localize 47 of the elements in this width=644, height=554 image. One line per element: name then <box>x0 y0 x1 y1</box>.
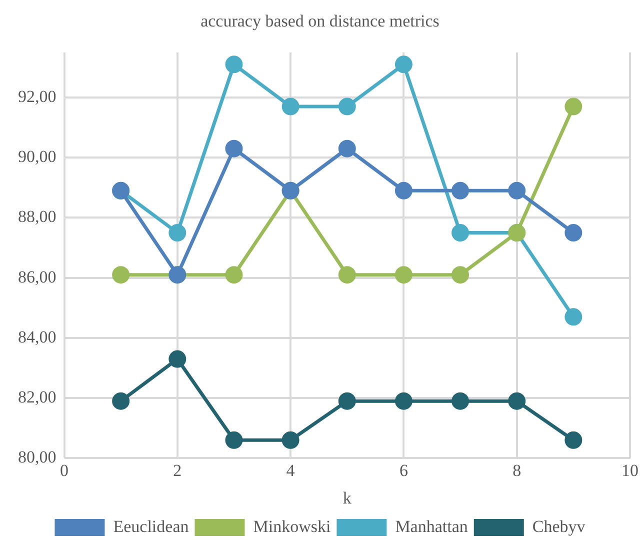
point <box>394 266 412 284</box>
y-tick-label: 86,00 <box>18 267 56 286</box>
x-tick-label: 0 <box>60 460 68 480</box>
point <box>112 266 130 284</box>
y-tick-label: 88,00 <box>18 207 56 226</box>
legend-label: Minkowski <box>253 516 331 536</box>
point <box>508 392 526 410</box>
x-tick-label: 6 <box>399 460 408 480</box>
point <box>338 392 356 410</box>
point <box>338 98 356 116</box>
chart-title: accuracy based on distance metrics <box>200 12 440 31</box>
point <box>508 182 526 200</box>
point <box>394 182 412 200</box>
y-tick-label: 92,00 <box>18 86 56 106</box>
y-tick-label: 90,00 <box>18 147 56 166</box>
x-tick-label: 10 <box>622 460 638 480</box>
point <box>225 56 243 74</box>
point <box>394 56 412 74</box>
x-tick-label: 8 <box>512 460 522 480</box>
point <box>564 98 582 116</box>
point <box>452 224 470 242</box>
y-tick-label: 84,00 <box>18 327 56 346</box>
legend-label: Chebyv <box>532 516 586 536</box>
x-axis-title: k <box>342 488 352 508</box>
point <box>225 140 243 158</box>
x-tick-label: 4 <box>286 460 296 480</box>
point <box>564 224 582 242</box>
point <box>452 182 470 200</box>
point <box>168 224 186 242</box>
point <box>112 392 130 410</box>
point <box>282 431 300 449</box>
legend-label: Eeuclidean <box>113 516 190 536</box>
point <box>338 266 356 284</box>
y-tick-label: 82,00 <box>18 388 56 407</box>
legend-label: Manhattan <box>395 516 468 536</box>
point <box>338 140 356 158</box>
point <box>225 431 243 449</box>
point <box>452 266 470 284</box>
point <box>282 98 300 116</box>
x-tick-label: 2 <box>173 460 182 480</box>
point <box>394 392 412 410</box>
point <box>564 308 582 326</box>
y-tick-label: 80,00 <box>18 448 56 467</box>
point <box>564 431 582 449</box>
point <box>452 392 470 410</box>
point <box>168 350 186 368</box>
point <box>225 266 243 284</box>
